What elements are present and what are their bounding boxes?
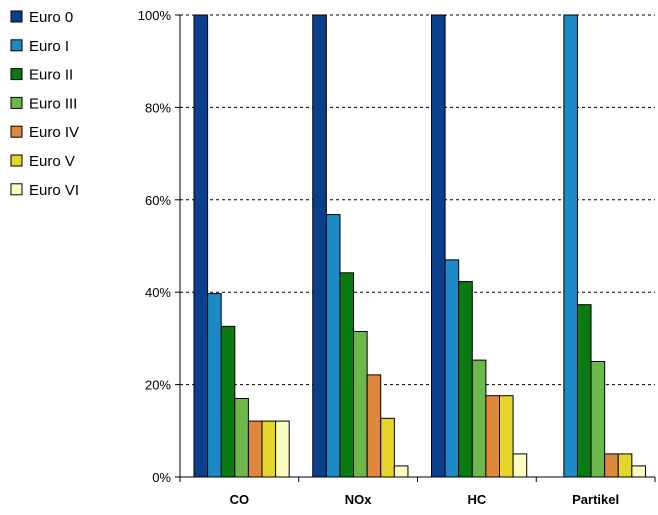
bar-euro-0-hc: [431, 14, 446, 478]
bar-euro-ii-co: [220, 325, 236, 478]
bar-euro-i-partikel: [563, 14, 578, 478]
bar-euro-iv-nox: [366, 374, 382, 478]
x-category-labels: CO NOx HC Partikel: [230, 492, 619, 507]
legend: Euro 0 Euro I Euro II Euro III Euro IV Euro V…: [10, 9, 79, 199]
bars: [193, 14, 646, 478]
y-tick-label: 80%: [145, 100, 171, 115]
x-category-label: Partikel: [572, 492, 619, 507]
bar-euro-iii-partikel: [590, 361, 606, 478]
legend-swatch: [10, 154, 23, 167]
y-tick-labels: 0% 20% 40% 60% 80% 100%: [138, 8, 172, 485]
legend-label: Euro III: [29, 95, 77, 112]
x-category-label: NOx: [345, 492, 373, 507]
bar-euro-i-co: [207, 293, 222, 478]
bar-euro-vi-nox: [393, 465, 409, 478]
legend-swatch: [10, 39, 23, 52]
legend-label: Euro I: [29, 38, 69, 55]
bar-euro-vi-partikel: [631, 465, 646, 478]
bar-euro-iii-co: [234, 397, 249, 478]
bar-euro-v-co: [261, 420, 277, 478]
legend-swatch: [10, 10, 23, 23]
legend-label: Euro 0: [29, 9, 73, 26]
bar-euro-ii-hc: [458, 281, 473, 478]
legend-label: Euro IV: [29, 124, 79, 141]
bar-euro-iv-partikel: [604, 453, 619, 478]
bar-euro-v-nox: [380, 417, 395, 478]
x-category-label: CO: [230, 492, 250, 507]
gridlines: [180, 14, 655, 386]
x-category-label: HC: [467, 492, 486, 507]
bar-euro-0-co: [193, 14, 209, 478]
legend-swatch: [10, 183, 23, 196]
y-tick-label: 20%: [145, 378, 171, 393]
y-tick-label: 0%: [152, 470, 171, 485]
legend-label: Euro VI: [29, 182, 79, 199]
bar-euro-v-partikel: [617, 453, 633, 478]
y-tick-label: 100%: [138, 8, 172, 23]
y-tick-label: 60%: [145, 193, 171, 208]
bar-euro-iv-hc: [485, 395, 500, 478]
bar-euro-ii-partikel: [576, 304, 592, 478]
bar-euro-i-hc: [444, 259, 460, 478]
bar-euro-iii-hc: [471, 359, 487, 478]
bar-euro-i-nox: [325, 214, 341, 478]
legend-label: Euro V: [29, 153, 75, 170]
legend-swatch: [10, 96, 23, 109]
bar-euro-v-hc: [499, 395, 514, 478]
y-tick-label: 40%: [145, 285, 171, 300]
bar-euro-ii-nox: [339, 272, 355, 478]
legend-label: Euro II: [29, 67, 73, 84]
bar-euro-vi-hc: [512, 453, 528, 478]
legend-swatch: [10, 125, 23, 138]
axes: [175, 14, 656, 482]
bar-euro-iii-nox: [353, 330, 368, 478]
bar-euro-0-nox: [312, 14, 327, 478]
bar-euro-iv-co: [247, 420, 263, 478]
legend-swatch: [10, 68, 23, 81]
bar-euro-vi-co: [275, 420, 290, 478]
